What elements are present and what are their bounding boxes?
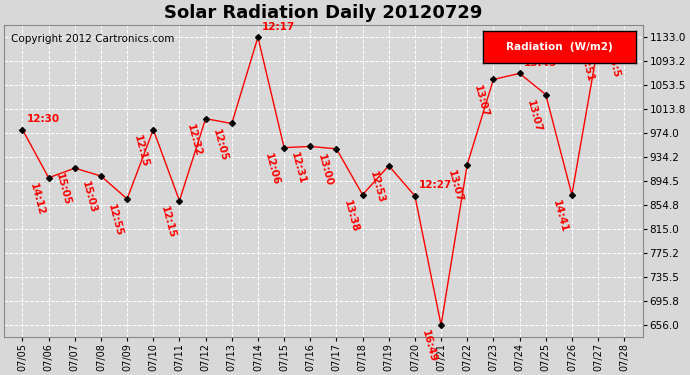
Text: 12:06: 12:06	[263, 152, 282, 186]
Text: 13:07: 13:07	[473, 84, 491, 118]
Text: 12:30: 12:30	[27, 114, 60, 124]
Text: 12:17: 12:17	[262, 22, 295, 32]
Text: 15:05: 15:05	[54, 172, 72, 207]
Text: 12:27: 12:27	[419, 180, 453, 190]
Text: 15:03: 15:03	[80, 180, 98, 215]
Text: 13:5: 13:5	[605, 52, 622, 80]
Text: 12:05: 12:05	[210, 128, 229, 162]
Text: 12:31: 12:31	[289, 151, 308, 185]
Text: 13:43: 13:43	[524, 58, 557, 68]
Text: 13:00: 13:00	[315, 153, 334, 188]
Text: 12:32: 12:32	[185, 123, 203, 158]
Text: 12:55: 12:55	[106, 203, 124, 238]
Text: 12:53: 12:53	[368, 170, 386, 204]
Text: 14:41: 14:41	[551, 199, 569, 234]
Text: 13:07: 13:07	[524, 99, 543, 134]
Text: 13:51: 13:51	[577, 49, 595, 84]
Text: 12:15: 12:15	[132, 134, 150, 168]
Text: 13:07: 13:07	[446, 169, 464, 203]
Text: Copyright 2012 Cartronics.com: Copyright 2012 Cartronics.com	[10, 34, 174, 45]
Text: 13:38: 13:38	[342, 199, 359, 234]
Text: 12:15: 12:15	[159, 205, 177, 240]
Text: 14:12: 14:12	[28, 182, 46, 217]
Title: Solar Radiation Daily 20120729: Solar Radiation Daily 20120729	[164, 4, 482, 22]
Text: 16:49: 16:49	[420, 329, 438, 364]
